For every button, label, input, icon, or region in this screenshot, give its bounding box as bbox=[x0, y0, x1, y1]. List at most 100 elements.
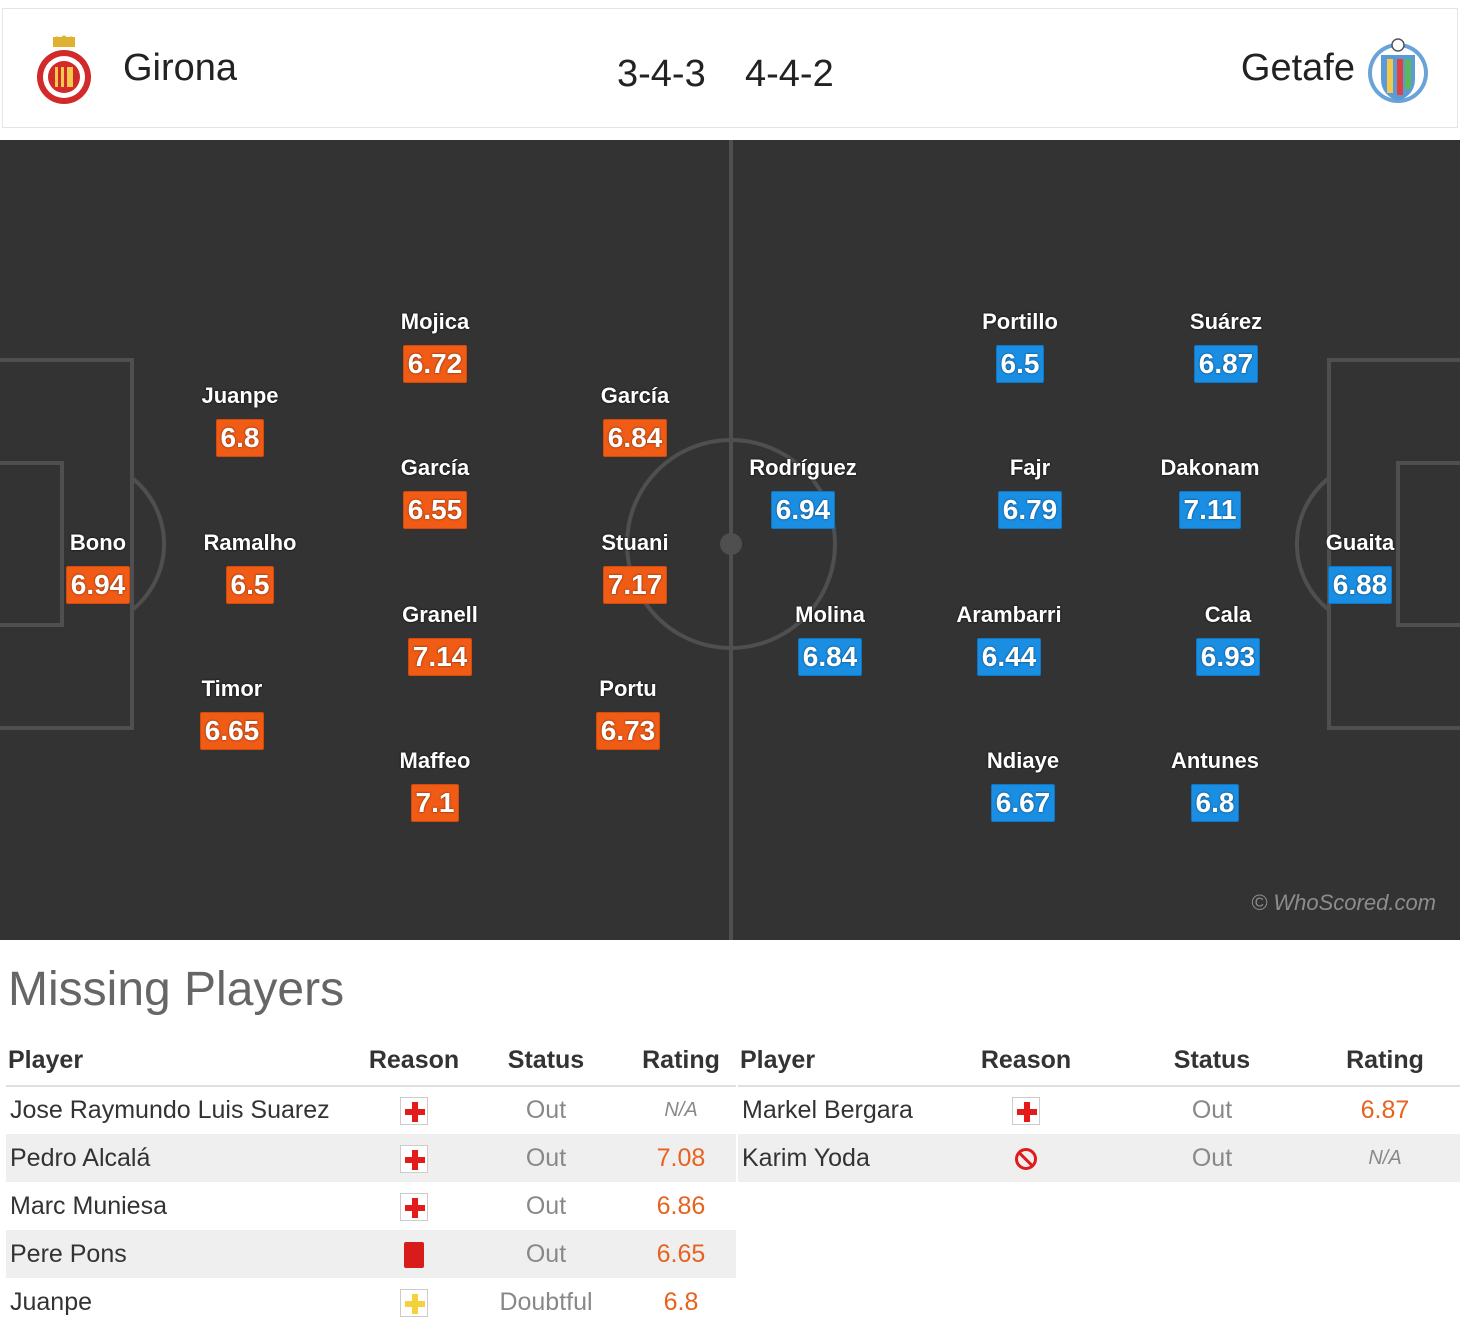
doubtful-icon bbox=[400, 1288, 428, 1317]
home-formation: 3-4-3 bbox=[617, 53, 706, 95]
home-player-garcia-fwd[interactable]: García 6.84 bbox=[590, 383, 680, 457]
injury-icon bbox=[400, 1144, 428, 1173]
match-header: Girona 3-4-3 4-4-2 Getafe bbox=[2, 8, 1458, 128]
home-player-stuani[interactable]: Stuani 7.17 bbox=[590, 530, 680, 604]
home-player-juanpe[interactable]: Juanpe 6.8 bbox=[190, 383, 290, 457]
away-missing-table: Player Reason Status Rating Markel Berga… bbox=[738, 1036, 1460, 1182]
pitch: Bono 6.94 Juanpe 6.8 Ramalho 6.5 Timor 6… bbox=[0, 140, 1460, 940]
player-rating: 6.84 bbox=[602, 419, 668, 457]
player-rating: 6.8 bbox=[215, 419, 265, 457]
status-text: Out bbox=[1114, 1134, 1310, 1182]
missing-players-title: Missing Players bbox=[8, 963, 345, 1016]
player-rating: 6.5 bbox=[225, 566, 275, 604]
player-name[interactable]: Karim Yoda bbox=[738, 1134, 938, 1182]
away-player-portillo[interactable]: Portillo 6.5 bbox=[970, 309, 1070, 383]
player-name[interactable]: Marc Muniesa bbox=[10, 1191, 167, 1220]
table-header: Player Reason Status Rating bbox=[6, 1036, 736, 1087]
away-player-cala[interactable]: Cala 6.93 bbox=[1190, 602, 1266, 676]
rating-value: 6.65 bbox=[626, 1230, 736, 1278]
table-row: Karim Yoda Out N/A bbox=[738, 1134, 1460, 1182]
player-rating: 6.72 bbox=[402, 345, 468, 383]
home-player-bono[interactable]: Bono 6.94 bbox=[56, 530, 140, 604]
home-player-portu[interactable]: Portu 6.73 bbox=[590, 676, 666, 750]
player-rating: 6.94 bbox=[770, 491, 836, 529]
away-player-antunes[interactable]: Antunes 6.8 bbox=[1160, 748, 1270, 822]
col-rating: Rating bbox=[626, 1036, 736, 1087]
pitch-markings bbox=[0, 140, 1460, 940]
table-header: Player Reason Status Rating bbox=[738, 1036, 1460, 1087]
player-name[interactable]: Pere Pons bbox=[6, 1230, 362, 1278]
player-name[interactable]: Juanpe bbox=[10, 1287, 93, 1316]
home-team-name[interactable]: Girona bbox=[123, 47, 238, 89]
rating-value: 6.87 bbox=[1360, 1096, 1410, 1124]
home-missing-table: Player Reason Status Rating Jose Raymund… bbox=[6, 1036, 736, 1326]
player-rating: 6.55 bbox=[402, 491, 468, 529]
col-player: Player bbox=[6, 1036, 362, 1087]
away-player-molina[interactable]: Molina 6.84 bbox=[780, 602, 880, 676]
player-rating: 6.67 bbox=[990, 784, 1056, 822]
player-name[interactable]: Jose Raymundo Luis Suarez bbox=[10, 1096, 330, 1124]
col-reason: Reason bbox=[362, 1036, 466, 1087]
away-player-suarez[interactable]: Suárez 6.87 bbox=[1176, 309, 1276, 383]
player-name[interactable]: Markel Bergara bbox=[742, 1096, 913, 1124]
player-rating: 6.84 bbox=[797, 638, 863, 676]
player-name[interactable]: Pedro Alcalá bbox=[6, 1134, 362, 1182]
away-player-arambarri[interactable]: Arambarri 6.44 bbox=[944, 602, 1074, 676]
player-rating: 7.11 bbox=[1178, 491, 1242, 529]
table-row: Jose Raymundo Luis Suarez Out N/A bbox=[6, 1086, 736, 1134]
injury-icon bbox=[400, 1192, 428, 1221]
injury-icon bbox=[400, 1097, 428, 1126]
player-rating: 6.88 bbox=[1327, 566, 1393, 604]
player-rating: 6.93 bbox=[1195, 638, 1261, 676]
table-row: Juanpe Doubtful 6.8 bbox=[6, 1278, 736, 1326]
status-text: Doubtful bbox=[499, 1287, 593, 1316]
home-player-ramalho[interactable]: Ramalho 6.5 bbox=[190, 530, 310, 604]
away-player-guaita[interactable]: Guaita 6.88 bbox=[1312, 530, 1408, 604]
col-rating: Rating bbox=[1310, 1036, 1460, 1087]
player-rating: 6.73 bbox=[595, 712, 661, 750]
away-player-fajr[interactable]: Fajr 6.79 bbox=[990, 455, 1070, 529]
table-row: Marc Muniesa Out 6.86 bbox=[6, 1182, 736, 1230]
away-player-rodriguez[interactable]: Rodríguez 6.94 bbox=[740, 455, 866, 529]
red-card-icon bbox=[404, 1241, 424, 1268]
player-rating: 6.79 bbox=[997, 491, 1063, 529]
status-text: Out bbox=[466, 1230, 626, 1278]
player-rating: 6.94 bbox=[65, 566, 131, 604]
home-player-granell[interactable]: Granell 7.14 bbox=[390, 602, 490, 676]
rating-value: N/A bbox=[664, 1099, 698, 1121]
rating-value: 6.86 bbox=[656, 1191, 706, 1220]
home-player-timor[interactable]: Timor 6.65 bbox=[190, 676, 274, 750]
player-rating: 6.44 bbox=[976, 638, 1042, 676]
away-team-name[interactable]: Getafe bbox=[1240, 47, 1355, 89]
table-row: Pere Pons Out 6.65 bbox=[6, 1230, 736, 1278]
status-text: Out bbox=[525, 1191, 567, 1220]
player-rating: 7.1 bbox=[410, 784, 460, 822]
player-rating: 6.87 bbox=[1193, 345, 1259, 383]
away-formation: 4-4-2 bbox=[745, 53, 834, 95]
table-row: Markel Bergara Out 6.87 bbox=[738, 1086, 1460, 1134]
col-status: Status bbox=[1114, 1036, 1310, 1087]
away-player-dakonam[interactable]: Dakonam 7.11 bbox=[1150, 455, 1270, 529]
rating-value: 7.08 bbox=[626, 1134, 736, 1182]
player-rating: 7.14 bbox=[407, 638, 473, 676]
watermark: © WhoScored.com bbox=[1251, 890, 1436, 915]
getafe-crest-icon bbox=[1368, 38, 1428, 103]
status-text: Out bbox=[525, 1096, 567, 1124]
col-reason: Reason bbox=[938, 1036, 1114, 1087]
home-player-mojica[interactable]: Mojica 6.72 bbox=[390, 309, 480, 383]
player-rating: 6.5 bbox=[995, 345, 1045, 383]
status-text: Out bbox=[466, 1134, 626, 1182]
girona-crest-icon bbox=[37, 35, 91, 104]
away-player-ndiaye[interactable]: Ndiaye 6.67 bbox=[975, 748, 1071, 822]
rating-value: 6.8 bbox=[663, 1287, 699, 1316]
table-row: Pedro Alcalá Out 7.08 bbox=[6, 1134, 736, 1182]
player-rating: 7.17 bbox=[602, 566, 668, 604]
player-rating: 6.8 bbox=[1190, 784, 1240, 822]
injury-icon bbox=[1012, 1097, 1040, 1126]
home-player-garcia-mid[interactable]: García 6.55 bbox=[390, 455, 480, 529]
status-text: Out bbox=[1191, 1096, 1233, 1124]
home-player-maffeo[interactable]: Maffeo 7.1 bbox=[390, 748, 480, 822]
player-rating: 6.65 bbox=[199, 712, 265, 750]
col-status: Status bbox=[466, 1036, 626, 1087]
suspension-icon bbox=[1015, 1147, 1037, 1170]
